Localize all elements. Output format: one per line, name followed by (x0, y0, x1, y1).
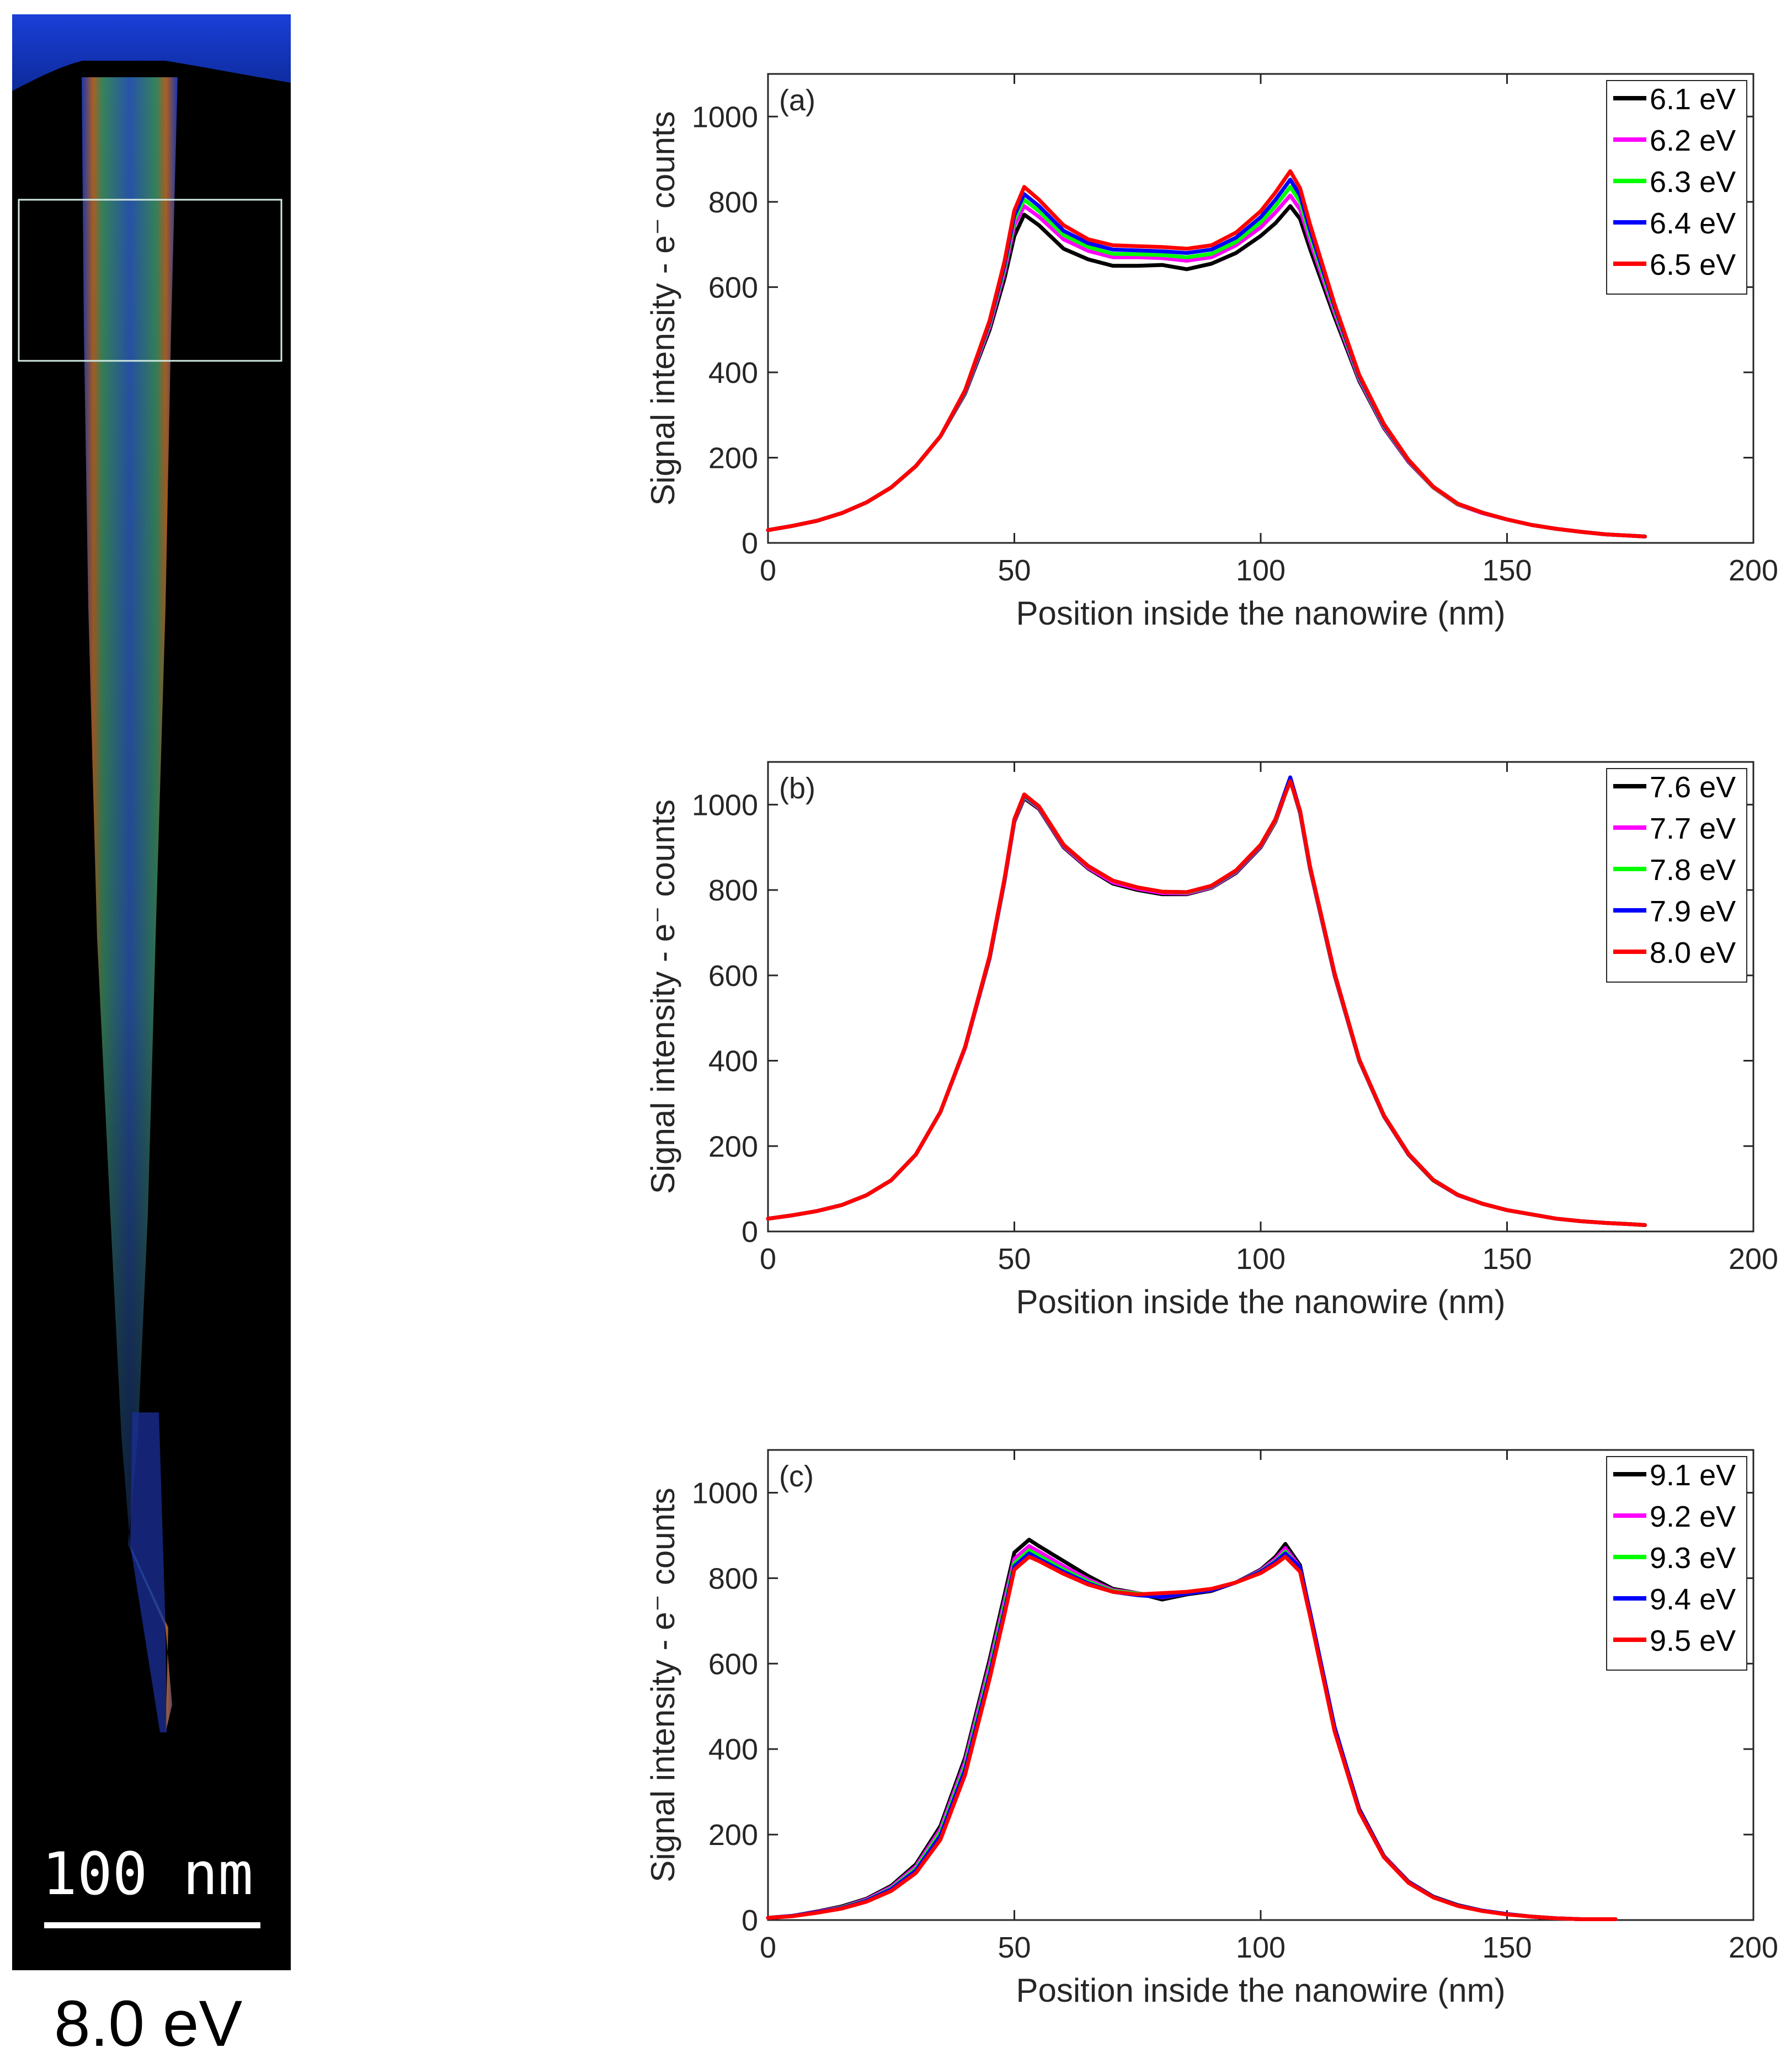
scale-bar-label: 100 nm (42, 1840, 253, 1908)
x-tick-label: 200 (1729, 554, 1778, 587)
nanowire-micrograph (0, 0, 452, 2069)
chart-panel: 0 50 100 150 200 0 200 400 600 800 1000 Position in… (644, 73, 1778, 632)
legend-label: 9.5 eV (1650, 1624, 1736, 1657)
y-tick-label: 400 (708, 1733, 758, 1766)
legend-box (1606, 1456, 1747, 1671)
y-tick-label: 1000 (692, 1476, 758, 1510)
x-tick-label: 0 (760, 554, 776, 587)
x-tick-label: 200 (1729, 1931, 1778, 1964)
scale-bar (44, 1922, 260, 1928)
roi-box (18, 199, 282, 362)
y-tick-label: 800 (708, 874, 758, 907)
legend-label: 7.7 eV (1650, 812, 1736, 845)
legend-label: 7.8 eV (1650, 854, 1736, 887)
series-line (766, 779, 1647, 1227)
x-tick-label: 100 (1236, 554, 1286, 587)
y-tick-label: 0 (742, 1904, 758, 1937)
plot-frame (767, 1449, 1754, 1921)
x-axis-label: Position inside the nanowire (nm) (1016, 1283, 1505, 1320)
y-tick-label: 0 (742, 1215, 758, 1249)
y-tick-label: 1000 (692, 100, 758, 134)
legend-label: 6.2 eV (1650, 124, 1736, 157)
x-tick-label: 50 (998, 1931, 1031, 1964)
legend-label: 7.9 eV (1650, 895, 1736, 928)
series-line (766, 1555, 1618, 1921)
x-tick-label: 150 (1482, 1243, 1532, 1276)
plot-frame (767, 73, 1754, 544)
chart-panel: 0 50 100 150 200 0 200 400 600 800 1000 Position in… (644, 1449, 1778, 2009)
plot-frame (767, 761, 1754, 1233)
x-axis-label: Position inside the nanowire (nm) (1016, 1972, 1505, 2009)
panel-label: (a) (779, 84, 815, 117)
x-tick-label: 200 (1729, 1243, 1778, 1276)
legend-label: 6.4 eV (1650, 207, 1736, 240)
x-axis-label: Position inside the nanowire (nm) (1016, 595, 1505, 632)
y-tick-label: 1000 (692, 788, 758, 822)
y-tick-label: 200 (708, 1130, 758, 1163)
panel-label: (b) (779, 772, 815, 805)
y-tick-label: 600 (708, 1647, 758, 1681)
y-tick-label: 800 (708, 1562, 758, 1595)
x-tick-label: 100 (1236, 1931, 1286, 1964)
y-axis-label: Signal intensity - e⁻ counts (644, 111, 681, 505)
legend-label: 6.5 eV (1650, 248, 1736, 281)
x-tick-label: 0 (760, 1243, 776, 1276)
y-tick-label: 200 (708, 1819, 758, 1852)
x-tick-label: 0 (760, 1931, 776, 1964)
x-tick-label: 150 (1482, 554, 1532, 587)
y-tick-label: 200 (708, 441, 758, 474)
legend-box (1606, 80, 1747, 295)
y-tick-label: 600 (708, 271, 758, 304)
chart-panel: 0 50 100 150 200 0 200 400 600 800 1000 Position in… (644, 761, 1778, 1320)
panel-label: (c) (779, 1460, 814, 1493)
y-axis-label: Signal intensity - e⁻ counts (644, 799, 681, 1194)
nanowire-tip (130, 1412, 167, 1732)
legend-label: 9.1 eV (1650, 1459, 1736, 1492)
legend-label: 9.4 eV (1650, 1583, 1736, 1616)
y-tick-label: 400 (708, 1045, 758, 1078)
legend-label: 6.3 eV (1650, 166, 1736, 199)
legend-label: 7.6 eV (1650, 771, 1736, 804)
y-tick-label: 800 (708, 186, 758, 219)
energy-label: 8.0 eV (54, 1987, 243, 2060)
x-tick-label: 50 (998, 1243, 1031, 1276)
x-tick-label: 50 (998, 554, 1031, 587)
y-tick-label: 600 (708, 959, 758, 993)
y-tick-label: 400 (708, 356, 758, 390)
x-tick-label: 100 (1236, 1243, 1286, 1276)
legend-box (1606, 768, 1747, 983)
legend-label: 9.2 eV (1650, 1500, 1736, 1533)
x-tick-label: 150 (1482, 1931, 1532, 1964)
legend-label: 8.0 eV (1650, 936, 1736, 969)
legend-label: 6.1 eV (1650, 83, 1736, 116)
series-line (766, 169, 1647, 538)
legend-label: 9.3 eV (1650, 1542, 1736, 1575)
y-axis-label: Signal intensity - e⁻ counts (644, 1487, 681, 1882)
substrate-band (12, 14, 291, 91)
y-tick-label: 0 (742, 527, 758, 560)
